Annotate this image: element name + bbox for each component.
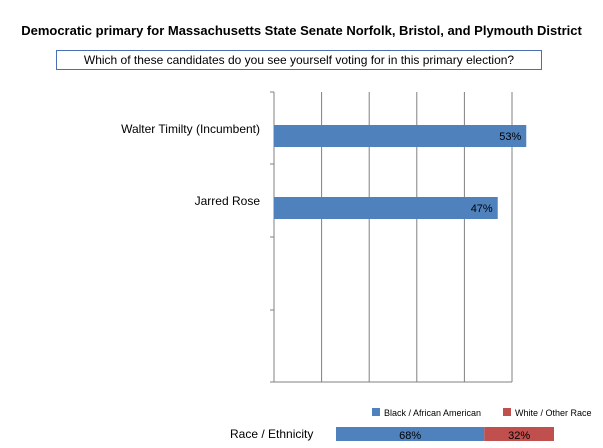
bar-value-label: 53%	[499, 131, 521, 143]
bar	[274, 125, 527, 147]
legend-label: White / Other Race	[515, 408, 592, 418]
stacked-segment	[484, 427, 554, 441]
demographic-bar: Race / Ethnicity 68% 32%	[230, 427, 554, 442]
legend-swatch	[503, 408, 511, 416]
category-label: Walter Timilty (Incumbent)	[121, 122, 260, 136]
stacked-segment-label: 68%	[399, 430, 421, 442]
legend-swatch	[372, 408, 380, 416]
stacked-segment-label: 32%	[508, 430, 530, 442]
stacked-segment	[336, 427, 485, 441]
labels: Walter Timilty (Incumbent) Jarred Rose	[121, 122, 260, 208]
page-title: Democratic primary for Massachusetts Sta…	[21, 23, 582, 38]
question-box: Which of these candidates do you see you…	[56, 50, 542, 70]
bars: 53% 47%	[274, 125, 527, 219]
category-label: Jarred Rose	[195, 194, 261, 208]
legend-label: Black / African American	[384, 408, 481, 418]
bar-value-label: 47%	[471, 203, 493, 215]
bar	[274, 197, 498, 219]
legend: Black / African American White / Other Ra…	[372, 408, 592, 418]
demographic-label: Race / Ethnicity	[230, 427, 313, 441]
